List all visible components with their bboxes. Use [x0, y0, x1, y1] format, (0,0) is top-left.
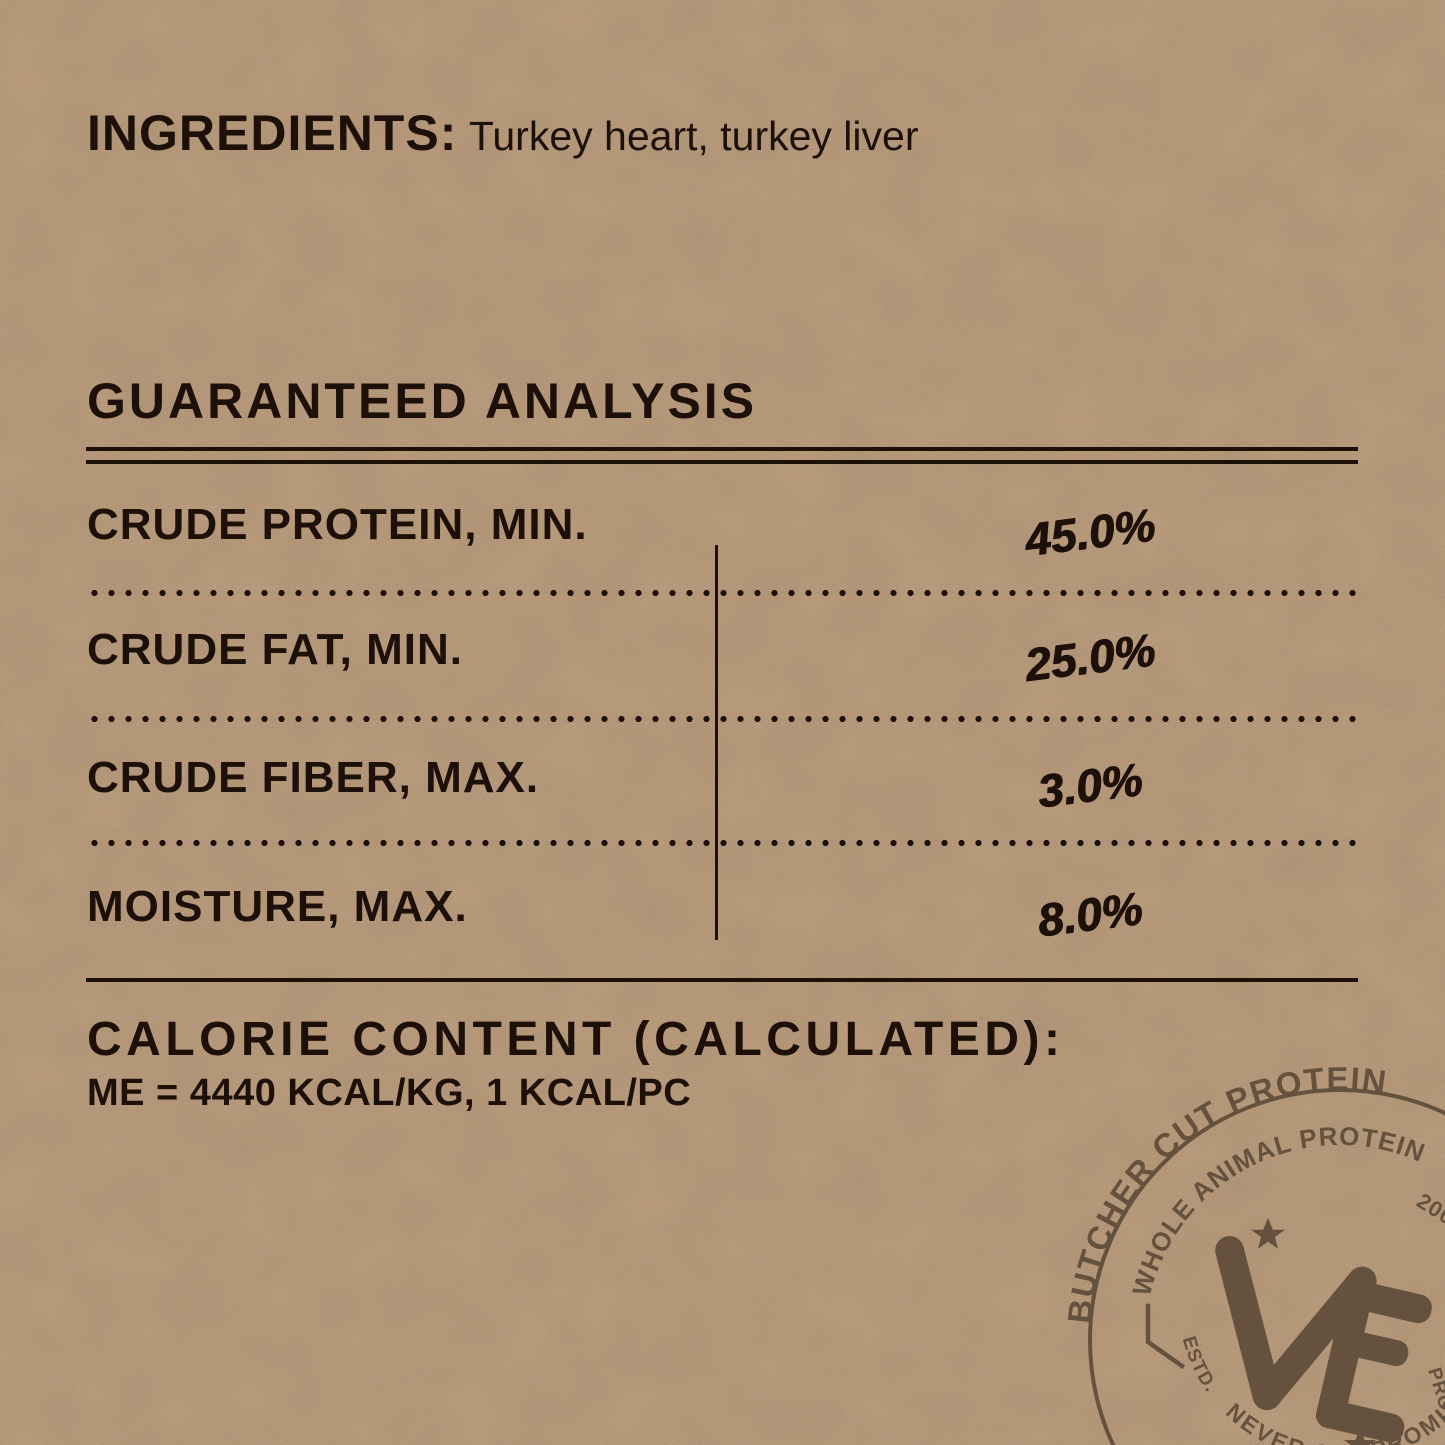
svg-text:200: 200: [1412, 1188, 1445, 1230]
